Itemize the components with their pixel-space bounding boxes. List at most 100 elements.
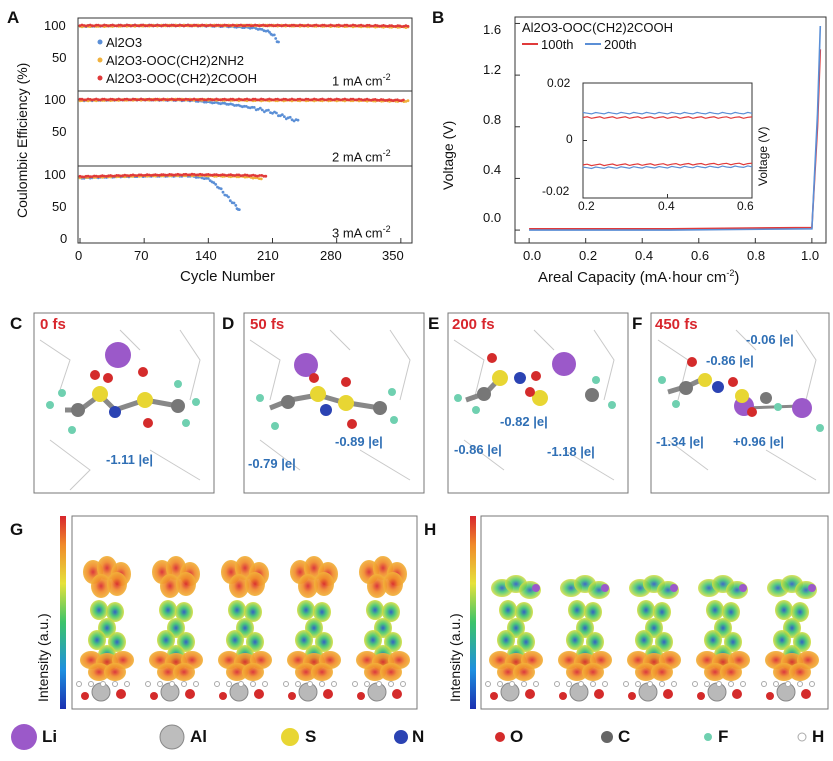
a-point-2-2 xyxy=(357,97,361,101)
b-inset-100th-y_bottom xyxy=(582,162,753,167)
a-point-3-2 xyxy=(88,175,92,179)
a-legend-marker-2 xyxy=(97,57,103,63)
a-point-1-2 xyxy=(294,24,298,28)
a-point-2-2 xyxy=(229,97,233,101)
g-blobs-low-blob xyxy=(88,663,110,681)
a-point-1-2 xyxy=(143,24,147,28)
key-li: Li xyxy=(42,727,58,746)
key-n: N xyxy=(412,727,425,746)
a-point-2-2 xyxy=(96,98,100,102)
h-blobs-mid-blob xyxy=(653,602,671,622)
a-point-1-2 xyxy=(113,24,116,27)
a-point-2-0 xyxy=(296,118,300,122)
g-blobs-mid-blob xyxy=(106,602,124,622)
a-point-1-2 xyxy=(121,24,125,28)
h-blobs-h-atom xyxy=(740,681,746,687)
g-blobs-mid-blob xyxy=(366,600,384,620)
a-point-2-2 xyxy=(176,97,180,101)
a-point-3-2 xyxy=(129,173,133,177)
a-point-2-2 xyxy=(174,98,178,102)
a-xtick-210: 210 xyxy=(257,248,279,263)
a-point-3-2 xyxy=(196,173,200,177)
g-blobs-low-blob xyxy=(295,663,317,681)
g-blobs-h-atom xyxy=(364,681,370,687)
a-point-2-2 xyxy=(80,97,84,101)
a-point-1-2 xyxy=(268,23,271,27)
h-blobs-li-atom xyxy=(601,584,609,592)
a-point-1-2 xyxy=(404,24,408,28)
a-point-2-0 xyxy=(277,114,280,118)
panel-b-inset-frame xyxy=(582,82,753,199)
a-point-1-2 xyxy=(184,24,188,27)
a-point-1-2 xyxy=(200,23,204,27)
a-point-1-2 xyxy=(323,23,326,27)
a-point-1-2 xyxy=(333,24,336,28)
a-point-3-2 xyxy=(243,173,247,177)
a-point-3-0 xyxy=(234,204,238,207)
g-blobs-h-atom xyxy=(145,681,151,687)
md-d-charge-1: -0.79 |e| xyxy=(248,456,296,471)
a-legend-marker-3 xyxy=(97,75,103,81)
a-point-2-2 xyxy=(119,98,123,101)
g-blobs-mid-blob xyxy=(382,602,400,622)
a-point-3-2 xyxy=(107,174,110,178)
g-blobs-mid-blob xyxy=(295,630,313,650)
a-point-1-2 xyxy=(245,23,249,27)
a-point-2-2 xyxy=(217,98,220,101)
g-blobs-h-atom xyxy=(214,681,220,687)
b-inset-ytick-0.02: 0.02 xyxy=(547,76,571,90)
a-legend-2: Al2O3-OOC(CH2)2NH2 xyxy=(106,53,244,68)
g-blobs-top-blob xyxy=(314,572,334,596)
h-blobs-mid-blob xyxy=(773,630,791,650)
a-point-1-2 xyxy=(272,24,275,28)
g-blobs-low-blob xyxy=(226,663,248,681)
g-blobs-mid-blob xyxy=(108,632,126,652)
g-blobs-mid-blob xyxy=(297,600,315,620)
a-point-3-2 xyxy=(184,172,188,176)
a-point-2-2 xyxy=(294,98,298,102)
g-blobs-o-atom xyxy=(185,689,195,699)
md-c-charge-1: -1.11 |e| xyxy=(106,452,154,467)
a-point-3-0 xyxy=(232,201,236,205)
h-blobs-h-atom xyxy=(773,681,779,687)
g-blobs-o-atom xyxy=(81,692,89,700)
h-blobs-h-atom xyxy=(785,681,791,687)
h-atom-icon xyxy=(797,732,807,742)
g-blobs-o-atom xyxy=(392,689,402,699)
g-blobs-low-blob xyxy=(380,663,402,681)
a-point-3-2 xyxy=(223,173,227,177)
g-blobs-h-atom xyxy=(388,681,394,687)
g-blobs-h-atom xyxy=(238,681,244,687)
a-point-3-2 xyxy=(262,174,266,178)
key-f: F xyxy=(718,727,729,746)
g-blobs-h-atom xyxy=(76,681,82,687)
g-blobs-h-atom xyxy=(112,681,118,687)
h-blobs-mid-blob xyxy=(566,630,584,650)
g-blobs-low-blob xyxy=(364,663,386,681)
b-ytick-0.4: 0.4 xyxy=(483,162,502,177)
md-e-time: 200 fs xyxy=(452,316,495,333)
a-point-2-2 xyxy=(288,98,292,101)
a-point-1-2 xyxy=(141,23,145,27)
panel-a-points xyxy=(78,23,410,212)
h-blobs-h-atom xyxy=(797,681,803,687)
g-blobs-h-atom xyxy=(88,681,94,687)
a-point-3-2 xyxy=(141,174,145,177)
a-xtick-280: 280 xyxy=(320,248,342,263)
a-point-2-2 xyxy=(162,97,165,101)
a-point-2-2 xyxy=(158,98,161,102)
a-condition-3: 3 mA cm-2 xyxy=(332,224,391,241)
a-point-2-2 xyxy=(202,98,206,102)
h-blobs-low-blob xyxy=(497,663,519,681)
h-blobs-h-atom xyxy=(809,681,815,687)
g-blobs-h-atom xyxy=(295,681,301,687)
panel-b-ticks xyxy=(515,22,813,243)
a-point-1-2 xyxy=(321,23,324,27)
b-ytick-0.0: 0.0 xyxy=(483,210,502,225)
panel-label-f: F xyxy=(632,314,643,333)
a-point-3-0 xyxy=(237,208,241,212)
a-point-3-2 xyxy=(80,175,84,179)
md-f-time: 450 fs xyxy=(655,316,698,333)
g-blobs-mid-blob xyxy=(313,602,331,622)
g-blobs-h-atom xyxy=(250,681,256,687)
